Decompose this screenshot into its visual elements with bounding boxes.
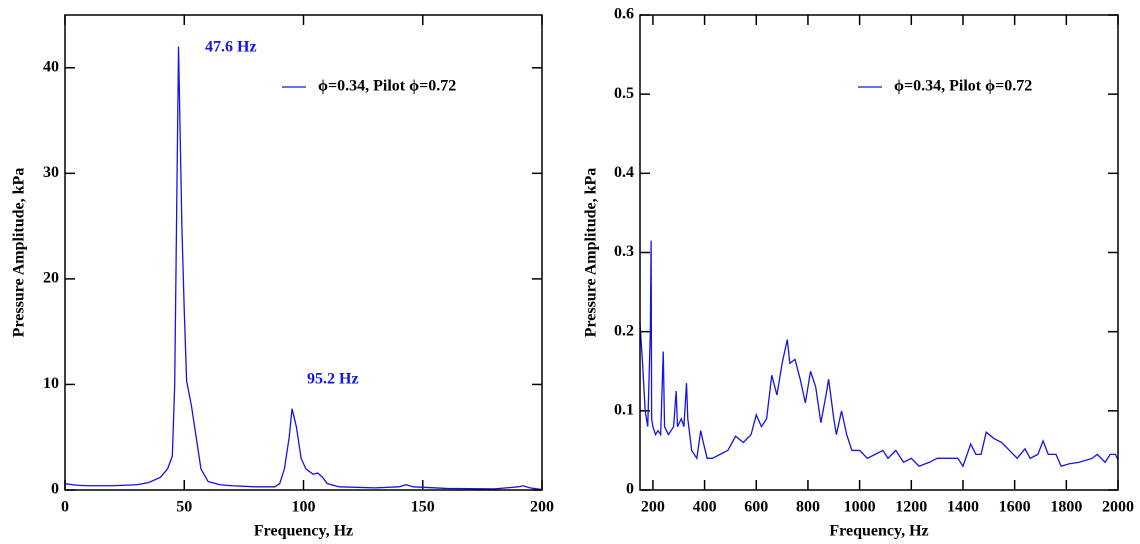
x-tick-label: 0 (61, 499, 69, 516)
x-tick-label: 2000 (1102, 499, 1134, 516)
x-tick-label: 400 (693, 499, 717, 516)
y-tick-label: 10 (43, 375, 59, 392)
x-tick-label: 150 (411, 499, 435, 516)
y-tick-label: 0.2 (614, 322, 634, 339)
plot-frame (639, 14, 1119, 491)
y-tick-label: 0.3 (614, 243, 634, 260)
data-line (64, 46, 543, 491)
x-tick-label: 100 (292, 499, 316, 516)
data-line (639, 240, 1119, 468)
x-tick-label: 1200 (895, 499, 927, 516)
y-tick-label: 0.4 (614, 164, 634, 181)
y-axis-label: Pressure Amplitude, kPa (583, 168, 600, 338)
y-tick-label: 0.5 (614, 85, 634, 102)
x-tick-label: 800 (796, 499, 820, 516)
legend-label: ϕ=0.34, Pilot ϕ=0.72 (318, 78, 456, 95)
annotation: 47.6 Hz (205, 39, 257, 56)
y-tick-label: 0.6 (614, 6, 634, 23)
y-tick-label: 20 (43, 270, 59, 287)
x-axis-label: Frequency, Hz (829, 523, 928, 540)
x-axis-label: Frequency, Hz (254, 523, 353, 540)
x-tick-label: 1000 (844, 499, 876, 516)
plot-frame (64, 14, 543, 491)
legend-label: ϕ=0.34, Pilot ϕ=0.72 (894, 78, 1032, 95)
y-tick-label: 0 (51, 481, 59, 498)
x-tick-label: 200 (641, 499, 665, 516)
y-tick-label: 0 (626, 481, 634, 498)
x-tick-label: 50 (176, 499, 192, 516)
x-tick-label: 1800 (1050, 499, 1082, 516)
y-tick-label: 40 (43, 58, 59, 75)
y-axis-label: Pressure Amplitude, kPa (11, 168, 28, 338)
annotation: 95.2 Hz (307, 371, 359, 388)
y-tick-label: 0.1 (614, 402, 634, 419)
x-tick-label: 1600 (999, 499, 1031, 516)
y-tick-label: 30 (43, 164, 59, 181)
x-tick-label: 600 (744, 499, 768, 516)
x-tick-label: 200 (530, 499, 554, 516)
x-tick-label: 1400 (947, 499, 979, 516)
